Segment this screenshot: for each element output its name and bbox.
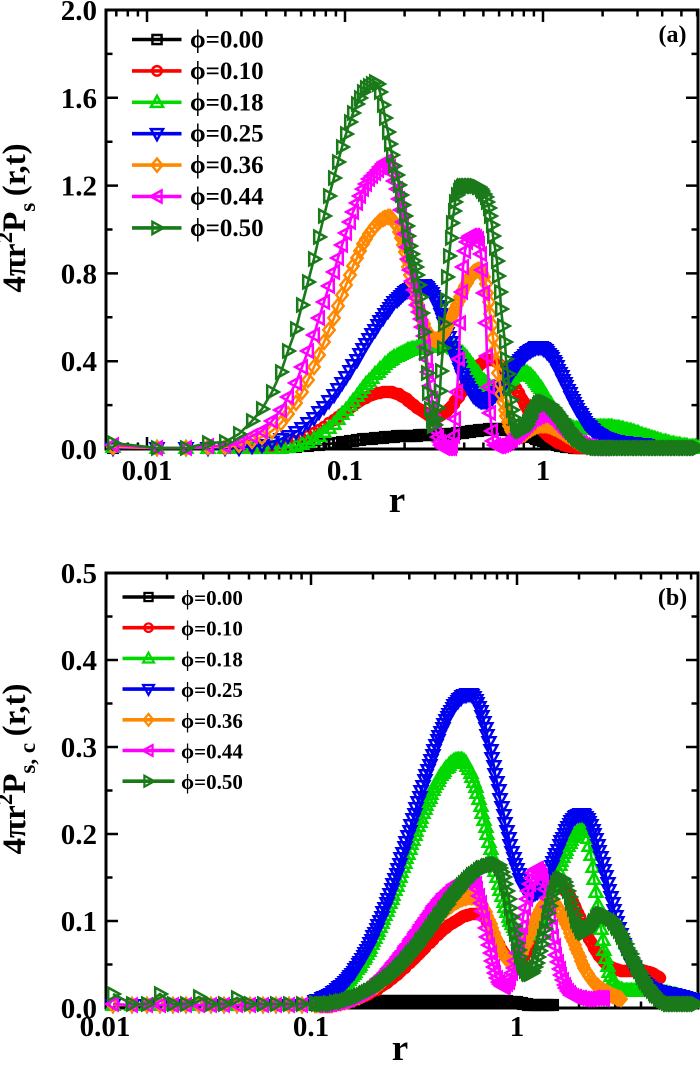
svg-text:2.0: 2.0 bbox=[61, 0, 97, 27]
svg-text:ϕ=0.25: ϕ=0.25 bbox=[190, 121, 264, 148]
svg-text:ϕ=0.50: ϕ=0.50 bbox=[190, 215, 264, 242]
svg-text:r: r bbox=[389, 480, 405, 521]
svg-text:ϕ=0.18: ϕ=0.18 bbox=[181, 647, 243, 671]
svg-text:ϕ=0.44: ϕ=0.44 bbox=[181, 740, 243, 764]
svg-text:0.01: 0.01 bbox=[122, 455, 173, 487]
svg-text:0.2: 0.2 bbox=[61, 819, 97, 851]
svg-text:(a): (a) bbox=[659, 22, 687, 48]
svg-text:ϕ=0.10: ϕ=0.10 bbox=[181, 617, 243, 641]
svg-text:1: 1 bbox=[536, 455, 551, 487]
svg-text:1.6: 1.6 bbox=[61, 83, 97, 115]
svg-text:r: r bbox=[392, 1028, 408, 1067]
svg-text:0.1: 0.1 bbox=[327, 455, 363, 487]
svg-text:ϕ=0.00: ϕ=0.00 bbox=[181, 586, 243, 610]
svg-text:ϕ=0.00: ϕ=0.00 bbox=[190, 27, 264, 54]
svg-text:(b): (b) bbox=[658, 585, 687, 611]
svg-text:0.4: 0.4 bbox=[61, 645, 97, 677]
svg-text:ϕ=0.50: ϕ=0.50 bbox=[181, 770, 243, 794]
svg-text:0.5: 0.5 bbox=[61, 558, 97, 590]
svg-text:ϕ=0.36: ϕ=0.36 bbox=[181, 709, 243, 733]
svg-text:ϕ=0.36: ϕ=0.36 bbox=[190, 152, 264, 179]
svg-text:0.0: 0.0 bbox=[61, 434, 97, 466]
svg-text:0.1: 0.1 bbox=[293, 1011, 329, 1043]
svg-text:ϕ=0.10: ϕ=0.10 bbox=[190, 58, 264, 85]
svg-text:ϕ=0.18: ϕ=0.18 bbox=[190, 89, 264, 116]
svg-text:0.01: 0.01 bbox=[80, 1011, 131, 1043]
svg-text:0.1: 0.1 bbox=[61, 906, 97, 938]
svg-text:0.3: 0.3 bbox=[61, 732, 97, 764]
svg-text:0.0: 0.0 bbox=[61, 993, 97, 1025]
svg-text:0.4: 0.4 bbox=[61, 346, 97, 378]
svg-text:ϕ=0.44: ϕ=0.44 bbox=[190, 184, 264, 211]
svg-text:1: 1 bbox=[510, 1011, 525, 1043]
svg-text:0.8: 0.8 bbox=[61, 258, 97, 290]
svg-text:ϕ=0.25: ϕ=0.25 bbox=[181, 678, 243, 702]
svg-text:1.2: 1.2 bbox=[61, 171, 97, 203]
